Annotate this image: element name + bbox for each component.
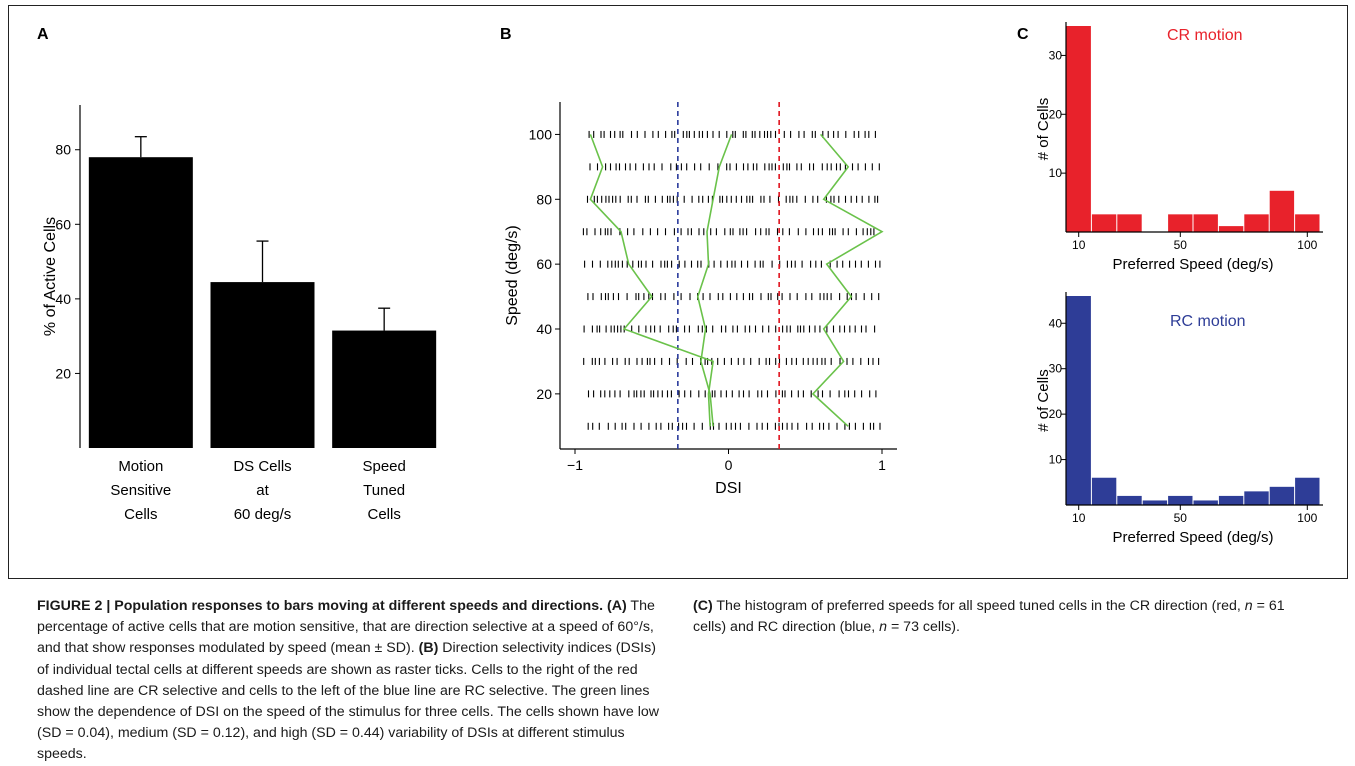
x-tick-label: 100 — [1297, 511, 1317, 525]
chart-a-active-cells: 20 40 60 80 Motion Sensitive Cells DS Cells at 60… — [42, 105, 437, 523]
histogram-title: CR motion — [1167, 27, 1243, 44]
histogram-bar — [1066, 26, 1091, 232]
x-category-label: 60 deg/s — [234, 506, 292, 523]
caption-b-label: (B) — [418, 640, 439, 657]
y-tick-label: 100 — [529, 126, 553, 142]
cell-dsi-line — [589, 134, 714, 427]
x-tick-label: 10 — [1072, 511, 1086, 525]
x-category-label: Cells — [124, 506, 157, 523]
y-tick-label: 80 — [536, 191, 552, 207]
x-axis-title: Preferred Speed (deg/s) — [1113, 256, 1274, 273]
x-tick-label: 1 — [878, 457, 886, 473]
caption-a-label: (A) — [607, 598, 627, 614]
histogram-bar — [1066, 296, 1091, 505]
caption-n-symbol: n — [1244, 598, 1253, 614]
x-tick-label: −1 — [567, 457, 583, 473]
histogram-bar — [1218, 226, 1244, 232]
panel-letter-c: C — [1017, 26, 1029, 43]
x-tick-label: 50 — [1174, 238, 1188, 252]
caption-n-symbol: n — [879, 619, 887, 636]
x-tick-label: 50 — [1174, 511, 1188, 525]
y-tick-label: 40 — [1049, 316, 1063, 330]
histogram-bar — [1295, 214, 1320, 232]
y-tick-label: 20 — [536, 386, 552, 402]
caption-c-text: The histogram of preferred speeds for al… — [716, 598, 1241, 614]
histogram-bar — [1269, 190, 1295, 232]
chart-c-preferred-speed: 10 20 30 10 50 100 CR motion Preferred Speed (d… — [1035, 22, 1323, 546]
x-axis-title: Preferred Speed (deg/s) — [1113, 529, 1274, 546]
y-axis-title: # of Cells — [1035, 369, 1052, 432]
caption-b-text: Direction selectivity indices (DSIs) of … — [37, 640, 659, 763]
panel-letter-a: A — [37, 26, 49, 43]
chart-b-dsi-raster: 20 40 60 80 100 −1 0 1 DSI Speed (deg/s) — [504, 102, 897, 497]
histogram-bar — [1091, 214, 1117, 232]
panel-letter-b: B — [500, 26, 512, 43]
figure-frame — [8, 5, 1348, 579]
y-tick-label: 20 — [1049, 107, 1063, 121]
histogram-bar — [1117, 495, 1142, 505]
histogram-bar — [1244, 214, 1269, 232]
y-tick-label: 60 — [55, 216, 71, 232]
caption-a-text: The percentage of active cells that are … — [37, 598, 655, 657]
histogram-bar — [1244, 491, 1269, 505]
y-tick-label: 20 — [1049, 407, 1063, 421]
histogram-title: RC motion — [1170, 313, 1246, 330]
x-category-label: Motion — [118, 458, 163, 475]
caption-left-column: FIGURE 2 | Population responses to bars … — [37, 596, 662, 766]
y-axis-title: Speed (deg/s) — [504, 225, 521, 326]
caption-right-column: (C) The histogram of preferred speeds fo… — [693, 596, 1318, 638]
y-axis-title: % of Active Cells — [42, 217, 59, 336]
bar — [88, 157, 193, 448]
x-axis-title: DSI — [715, 480, 742, 497]
y-axis-title: # of Cells — [1035, 98, 1052, 161]
x-category-label: at — [256, 482, 269, 499]
x-tick-label: 0 — [725, 457, 733, 473]
x-category-label: Speed — [362, 458, 405, 475]
histogram-bar — [1193, 500, 1218, 505]
y-tick-label: 30 — [1049, 48, 1063, 62]
x-category-label: DS Cells — [233, 458, 291, 475]
histogram-bar — [1193, 214, 1218, 232]
y-tick-label: 10 — [1049, 453, 1063, 467]
x-category-label: Tuned — [363, 482, 405, 499]
caption-rc-n: = 73 cells). — [890, 619, 960, 636]
cell-dsi-line — [696, 134, 733, 427]
histogram-bar — [1168, 495, 1193, 505]
y-tick-label: 60 — [536, 256, 552, 272]
cell-dsi-line — [811, 133, 884, 427]
histogram-bar — [1168, 214, 1193, 232]
x-category-label: Sensitive — [110, 482, 171, 499]
caption-heading: FIGURE 2 | Population responses to bars … — [37, 598, 604, 614]
y-tick-label: 40 — [55, 291, 71, 307]
y-tick-label: 30 — [1049, 362, 1063, 376]
histogram-bar — [1295, 477, 1320, 505]
histogram-bar — [1117, 214, 1142, 232]
y-tick-label: 40 — [536, 321, 552, 337]
y-tick-label: 10 — [1049, 166, 1063, 180]
bar — [210, 282, 315, 448]
histogram-bar — [1091, 477, 1117, 505]
y-tick-label: 80 — [55, 142, 71, 158]
y-tick-label: 20 — [55, 365, 71, 381]
x-tick-label: 10 — [1072, 238, 1086, 252]
histogram-bar — [1218, 495, 1244, 505]
bar — [332, 330, 437, 448]
histogram-bar — [1142, 500, 1168, 505]
histogram-bar — [1269, 486, 1295, 505]
caption-c-label: (C) — [693, 598, 713, 614]
x-category-label: Cells — [367, 506, 400, 523]
x-tick-label: 100 — [1297, 238, 1317, 252]
caption-cr-n: = 61 cells) and RC direction (blue, — [693, 598, 1285, 636]
